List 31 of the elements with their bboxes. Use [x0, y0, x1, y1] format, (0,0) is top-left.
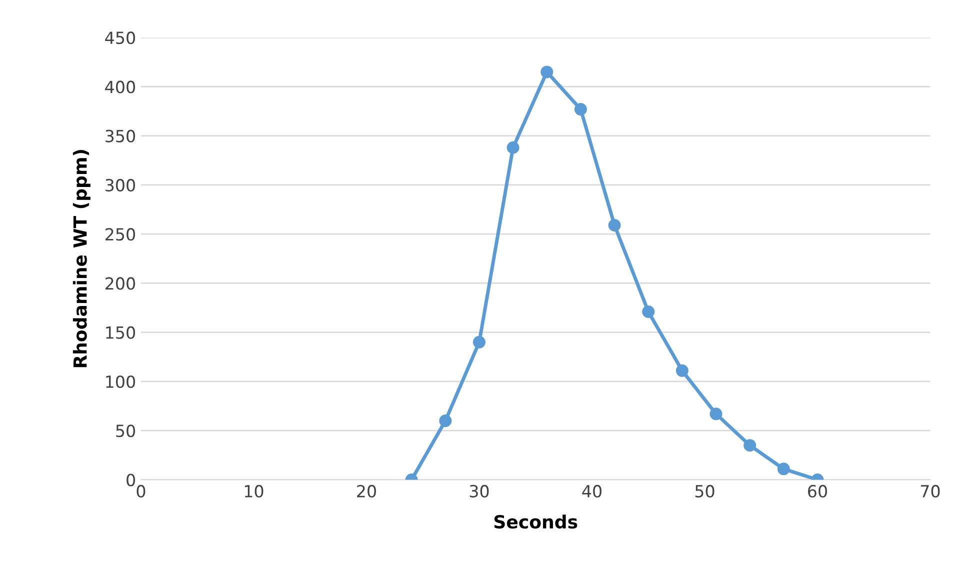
y-tick-label: 50 — [116, 424, 136, 438]
x-axis-title: Seconds — [494, 514, 578, 529]
x-tick-label: 40 — [582, 484, 602, 498]
point — [744, 439, 756, 452]
y-tick-label: 200 — [106, 277, 136, 290]
y-axis-title: Rhodamine WT (ppm) — [72, 150, 90, 368]
point — [506, 141, 520, 154]
x-tick-label: 50 — [695, 484, 714, 498]
y-tick-label: 400 — [105, 80, 136, 94]
x-tick-label: 0 — [136, 484, 146, 498]
y-tick-label: 300 — [106, 178, 136, 192]
y-tick-label: 250 — [106, 228, 136, 241]
point — [642, 305, 655, 318]
point — [574, 103, 587, 116]
y-tick-label: 100 — [106, 375, 136, 388]
point — [472, 336, 486, 348]
x-tick-label: 20 — [357, 484, 376, 498]
point — [608, 218, 621, 232]
point — [777, 462, 790, 476]
point — [540, 66, 554, 78]
point — [676, 364, 688, 377]
x-tick-label: 30 — [470, 484, 489, 498]
point — [710, 408, 722, 420]
y-tick-label: 450 — [105, 32, 136, 44]
x-tick-label: 60 — [808, 484, 827, 498]
y-tick-label: 0 — [126, 474, 136, 486]
y-tick-label: 150 — [106, 326, 136, 339]
x-tick-label: 10 — [244, 484, 264, 498]
y-tick-label: 350 — [106, 130, 136, 142]
x-tick-label: 70 — [920, 484, 940, 498]
point — [439, 414, 452, 428]
